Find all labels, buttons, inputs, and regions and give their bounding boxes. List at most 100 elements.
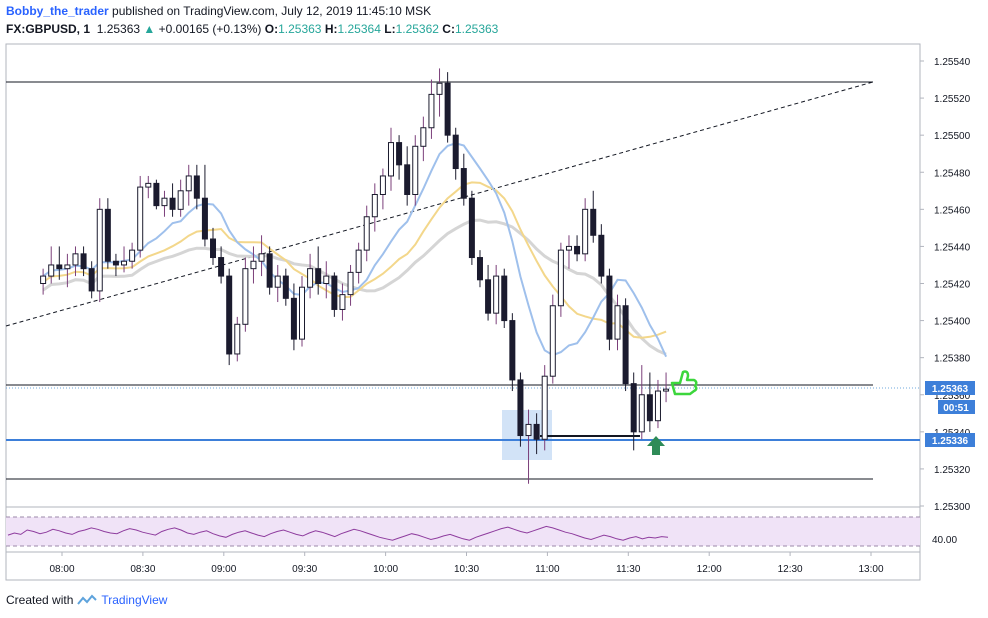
candle-body [646,394,653,422]
candle-body [355,249,362,273]
candle [654,379,661,429]
candle [242,257,249,332]
price-tick-label: 1.25400 [934,317,971,328]
symbol-name: FX:GBPUSD, 1 [6,22,91,36]
candle-body [363,216,370,251]
time-tick-label: 12:00 [697,564,722,575]
price-axis[interactable]: 1.253001.253201.253401.253601.253801.254… [920,57,971,513]
tradingview-link[interactable]: TradingView [101,593,168,607]
candle-body [112,260,119,266]
candle-body [121,260,128,266]
time-tick-label: 09:00 [211,564,236,575]
candle [509,313,516,392]
candle-body [476,257,483,281]
publish-info: Bobby_the_trader published on TradingVie… [6,4,431,18]
candle-body [541,375,548,440]
candle-body [104,208,111,262]
price-tick-label: 1.25300 [934,502,971,513]
candle-body [379,175,386,195]
candle [663,372,670,403]
candle-body [557,249,564,307]
time-axis[interactable]: 08:00 08:30 09:00 09:30 10:00 10:30 11:00 11:30… [49,552,884,575]
candle-body [347,271,354,296]
support-price-label: 1.25336 [925,433,975,447]
candle [210,227,217,265]
candle [137,175,144,258]
candle [363,205,370,262]
candle-body [606,275,613,340]
time-tick-label: 11:00 [535,564,560,575]
symbol-info: FX:GBPUSD, 1 1.25363 ▲ +0.00165 (+0.13%)… [6,22,498,36]
candle-body [266,253,273,288]
price-tick-label: 1.25480 [934,168,971,179]
candle [468,190,475,265]
time-tick-label: 08:30 [130,564,155,575]
time-tick-label: 12:30 [778,564,803,575]
current-price-label: 1.25363 [925,381,975,395]
price-tick-label: 1.25360 [934,391,971,402]
moving-averages [42,142,668,358]
close-label: C: [442,22,455,36]
candle [420,116,427,162]
candle [145,175,152,199]
candle [121,246,128,273]
candle [72,246,79,277]
candle [307,253,314,299]
candle-body [622,305,629,385]
candle-body [509,320,516,381]
candle-body [436,82,443,95]
countdown-label: 00:51 [938,400,975,414]
thumbs-up-icon [670,370,698,396]
candle [501,268,508,328]
open-value: 1.25363 [278,22,322,36]
candle [193,164,200,210]
support-price-text: 1.25336 [932,436,969,447]
rsi-band [6,517,920,546]
candle [104,198,111,269]
candle [218,246,225,284]
current-price-text: 1.25363 [932,384,969,395]
candle-body [323,275,330,285]
price-tick-label: 1.25440 [934,242,971,253]
candle-body [201,197,208,240]
candle [557,242,564,317]
candle-body [663,388,670,392]
candle [129,242,136,269]
author-link[interactable]: Bobby_the_trader [6,4,109,18]
candle-body [72,253,79,266]
candle-body [574,245,581,255]
candle [331,272,338,317]
candle-body [501,275,508,322]
trend-line-dashed[interactable] [5,81,874,327]
price-tick-label: 1.25320 [934,465,971,476]
candle [96,198,103,303]
candle-body [549,305,556,377]
candle [56,246,63,280]
candle [347,264,354,306]
price-tick-label: 1.25380 [934,354,971,365]
price-tick-label: 1.25460 [934,205,971,216]
candle-body [218,257,225,277]
candle-body [48,264,55,277]
candle [460,153,467,206]
candle-body [56,264,63,270]
candle-body [210,238,217,259]
candle [274,264,281,303]
candle-body [282,275,289,299]
candle-body [153,182,160,207]
candle-body [226,275,233,355]
ma-gray-line [42,218,667,356]
candle-body [485,279,492,314]
high-label: H: [324,22,338,36]
candle-body [274,275,281,288]
time-tick-label: 08:00 [49,564,74,575]
candle-body [371,194,378,218]
candle [476,250,483,288]
candle-body [428,93,435,129]
candle [64,253,71,288]
candle [112,253,119,277]
candle-body [565,245,572,251]
candle-body [96,208,103,292]
time-tick-label: 10:00 [373,564,398,575]
